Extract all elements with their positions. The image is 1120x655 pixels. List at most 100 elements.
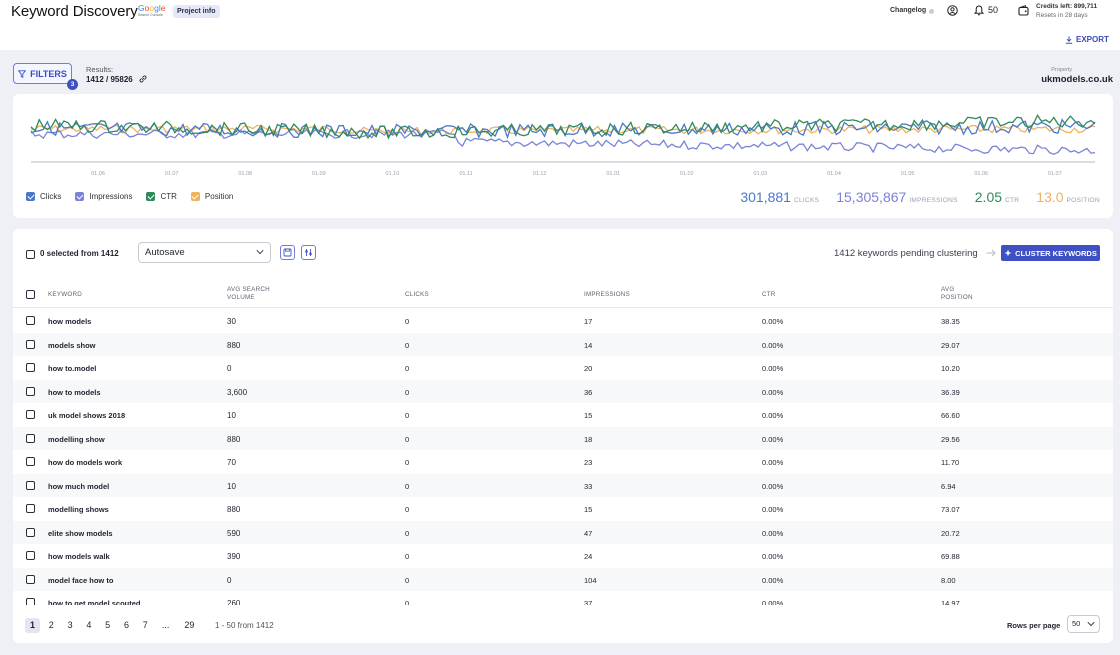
performance-chart: 01.06 01.07 01.08 01.09 01.10 01.11 01.12 01.01… <box>30 113 1096 177</box>
page-button[interactable]: 7 <box>142 620 148 630</box>
row-checkbox[interactable] <box>26 433 35 443</box>
row-checkbox[interactable] <box>26 551 35 560</box>
table-row[interactable]: uk model shows 2018 10 0 15 0.00% 66.60 <box>13 403 1113 427</box>
legend-item-ctr[interactable]: CTR <box>146 192 177 201</box>
x-tick-label: 01.02 <box>680 171 694 177</box>
column-header-line: AVG <box>941 286 955 293</box>
column-header-line: VOLUME <box>227 294 255 301</box>
clicks-cell: 0 <box>405 411 410 420</box>
row-checkbox[interactable] <box>26 574 35 584</box>
changelog-link[interactable]: Changelog <box>890 7 927 14</box>
table-row[interactable]: models show 880 0 14 0.00% 29.07 <box>13 332 1113 356</box>
x-tick-label: 01.11 <box>459 171 472 177</box>
column-header-impressions[interactable]: IMPRESSIONS <box>584 291 630 298</box>
search-volume-cell: 0 <box>227 575 232 585</box>
row-checkbox[interactable] <box>26 504 35 513</box>
column-header-keyword[interactable]: KEYWORD <box>48 291 82 298</box>
ctr-cell: 0.00% <box>762 411 784 420</box>
impressions-cell: 36 <box>584 387 593 397</box>
legend-checkbox[interactable] <box>190 192 200 201</box>
row-checkbox[interactable] <box>26 457 35 466</box>
autosave-select[interactable]: Autosave <box>138 242 271 263</box>
export-button[interactable]: EXPORT <box>1065 35 1109 44</box>
legend-checkbox[interactable] <box>26 192 35 201</box>
table-row[interactable]: how models walk 390 0 24 0.00% 69.88 <box>13 544 1113 568</box>
column-header-ctr[interactable]: CTR <box>762 291 776 298</box>
row-checkbox[interactable] <box>26 339 35 349</box>
column-header-line: POSITION <box>941 294 973 301</box>
table-row[interactable]: model face how to 0 0 104 0.00% 8.00 <box>13 567 1113 591</box>
x-tick-label: 01.10 <box>386 171 400 177</box>
header-checkbox[interactable] <box>26 290 35 299</box>
total-label: CTR <box>1005 197 1020 204</box>
cluster-keywords-button[interactable]: CLUSTER KEYWORDS <box>1001 245 1100 261</box>
pending-clustering-text: 1412 keywords pending clustering <box>834 248 978 259</box>
select-all-checkbox[interactable] <box>26 250 35 259</box>
table-row[interactable]: how models 30 0 17 0.00% 38.35 <box>13 309 1113 333</box>
table-row[interactable]: elite show models 590 0 47 0.00% 20.72 <box>13 520 1113 544</box>
keywords-table-card: 0 selected from 1412 Autosave 1412 keywo… <box>13 229 1113 643</box>
filters-button[interactable]: FILTERS <box>13 63 72 84</box>
page-button[interactable]: 5 <box>105 620 111 630</box>
row-checkbox[interactable] <box>26 410 35 419</box>
save-view-button[interactable] <box>280 245 295 260</box>
save-icon <box>283 248 292 257</box>
project-info-button[interactable]: Project info <box>173 5 220 18</box>
table-row[interactable]: how much model 10 0 33 0.00% 6.94 <box>13 473 1113 497</box>
user-icon[interactable] <box>947 5 958 16</box>
table-row[interactable]: modelling shows 880 0 15 0.00% 73.07 <box>13 497 1113 521</box>
column-settings-button[interactable] <box>301 245 316 260</box>
x-tick-label: 01.07 <box>1048 171 1062 177</box>
impressions-cell: 104 <box>584 575 597 585</box>
position-cell: 29.07 <box>941 340 960 350</box>
page-button[interactable]: 2 <box>48 620 54 630</box>
page-button[interactable]: 1 <box>25 618 40 633</box>
page-button[interactable]: 4 <box>86 620 92 630</box>
clicks-cell: 0 <box>405 387 410 397</box>
app-title: Keyword Discovery <box>11 3 138 20</box>
legend-item-clicks[interactable]: Clicks <box>26 192 61 201</box>
row-checkbox[interactable] <box>26 316 35 325</box>
table-row[interactable]: how to.model 0 0 20 0.00% 10.20 <box>13 356 1113 380</box>
page-button-last[interactable]: 29 <box>184 620 195 630</box>
legend-item-impressions[interactable]: Impressions <box>75 192 132 201</box>
x-tick-label: 01.06 <box>974 171 988 177</box>
impressions-cell: 24 <box>584 552 593 561</box>
row-checkbox[interactable] <box>26 598 35 605</box>
table-row[interactable]: modelling show 880 0 18 0.00% 29.56 <box>13 426 1113 450</box>
x-tick-label: 01.07 <box>165 171 179 177</box>
column-header-avg-position[interactable]: AVG POSITION <box>941 286 973 302</box>
link-icon[interactable] <box>139 75 147 83</box>
total-position: 13.0 POSITION <box>1036 189 1100 205</box>
row-checkbox[interactable] <box>26 363 35 372</box>
export-label: EXPORT <box>1076 35 1109 44</box>
table-row[interactable]: how do models work 70 0 23 0.00% 11.70 <box>13 450 1113 474</box>
ctr-cell: 0.00% <box>762 434 784 444</box>
row-checkbox[interactable] <box>26 480 35 490</box>
changelog-status-dot <box>929 9 934 14</box>
rows-per-page-select[interactable]: 50 <box>1067 615 1100 633</box>
row-checkbox[interactable] <box>26 527 35 537</box>
position-cell: 10.20 <box>941 364 960 373</box>
x-tick-label: 01.12 <box>533 171 547 177</box>
rows-per-page-label: Rows per page <box>1007 621 1061 630</box>
table-row[interactable]: how to models 3,600 0 36 0.00% 36.39 <box>13 379 1113 403</box>
download-icon <box>1065 36 1073 44</box>
bell-icon[interactable] <box>974 5 984 16</box>
legend-checkbox[interactable] <box>146 192 156 201</box>
row-checkbox[interactable] <box>26 386 35 396</box>
column-header-line: AVG SEARCH <box>227 286 270 293</box>
keyword-cell: how much model <box>48 481 110 491</box>
impressions-cell: 23 <box>584 458 593 467</box>
clicks-cell: 0 <box>405 434 410 444</box>
column-header-clicks[interactable]: CLICKS <box>405 291 429 298</box>
page-button[interactable]: 3 <box>67 620 73 630</box>
filters-label: FILTERS <box>30 68 67 79</box>
legend-checkbox[interactable] <box>75 192 85 201</box>
table-row[interactable]: how to get model scouted 260 0 37 0.00% 14.97 <box>13 591 1113 605</box>
legend-item-position[interactable]: Position <box>190 192 233 201</box>
total-value: 13.0 <box>1036 189 1064 205</box>
page-button[interactable]: 6 <box>123 620 129 630</box>
column-header-avg-search-volume[interactable]: AVG SEARCH VOLUME <box>227 286 270 302</box>
search-volume-cell: 30 <box>227 317 236 326</box>
